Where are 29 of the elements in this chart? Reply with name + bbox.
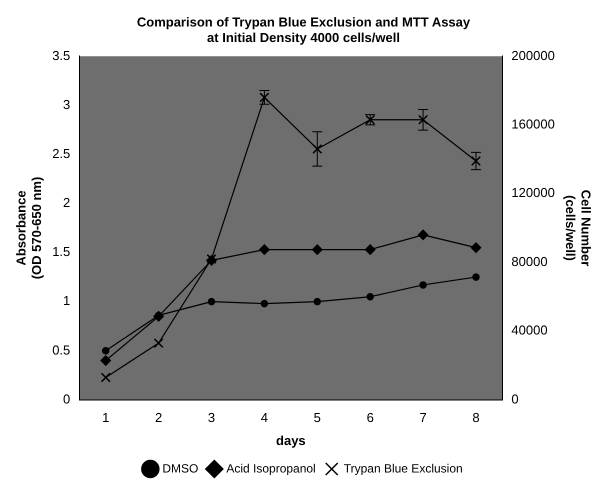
x-axis-title: days [276,432,306,448]
y-tick-label: 3.5 [52,48,70,63]
y-tick-label: 3 [63,96,70,112]
y2-tick-label: 120000 [511,185,555,200]
y2-axis-title: Cell Number (cells/well) [563,190,594,266]
y2-tick-label: 80000 [511,254,548,269]
y2-tick-label: 40000 [511,322,548,338]
legend-label: Acid Isopropanol [226,461,316,476]
y-tick-label: 1.5 [52,244,70,260]
y2-tick-label: 200000 [511,48,555,63]
y2-tick-label: 0 [511,391,519,406]
legend-label: Trypan Blue Exclusion [344,461,463,476]
y-tick-label: 2 [63,195,70,210]
x-tick-label: 7 [419,410,427,426]
x-tick-label: 2 [154,410,162,426]
x-tick-label: 4 [260,410,268,426]
chart-title: Comparison of Trypan Blue Exclusion and MTT Assay at Initial Density 4000 cells/well [136,14,471,45]
x-tick-label: 8 [472,410,480,426]
y-axis-title: Absorbance (OD 570-650 nm) [13,176,44,280]
x-tick-label: 5 [314,410,321,426]
y-tick-label: 0 [63,391,70,406]
x-tick-label: 1 [102,410,110,426]
x-tick-label: 3 [208,410,216,426]
x-tick-label: 6 [366,410,374,426]
y-tick-label: 2.5 [52,146,70,161]
y-tick-label: 1 [63,293,70,308]
y2-tick-label: 160000 [511,116,555,132]
y-tick-label: 0.5 [52,342,70,358]
legend-label: DMSO [162,461,198,476]
